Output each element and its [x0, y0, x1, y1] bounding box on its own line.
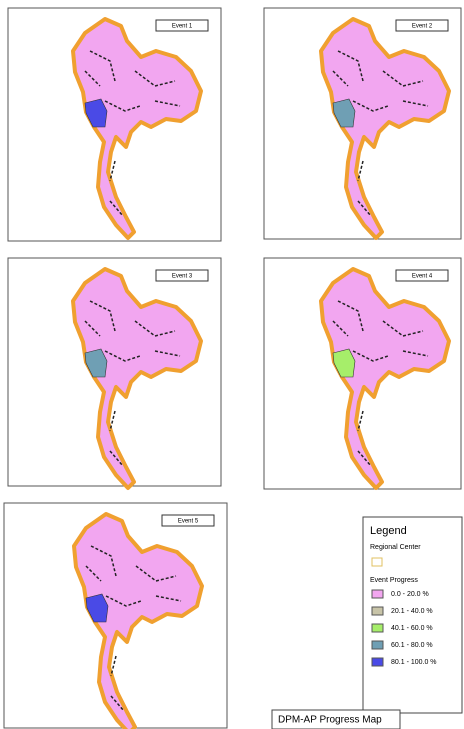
regional-center-title: Regional Center [370, 544, 421, 551]
event-label: Event 1 [172, 24, 193, 30]
legend-label: 80.1 - 100.0 % [391, 659, 437, 666]
legend-label: 40.1 - 60.0 % [391, 625, 433, 632]
legend-swatch [372, 624, 383, 632]
event-label: Event 4 [412, 274, 433, 280]
page: Event 1 Event 2 Event 3 Event 4 Event 5 Lege… [0, 0, 464, 729]
event-label: Event 2 [412, 24, 433, 30]
legend-label: 20.1 - 40.0 % [391, 608, 433, 615]
legend-swatch [372, 641, 383, 649]
legend-swatch [372, 607, 383, 615]
map-panel: Event 5 [4, 503, 227, 729]
map-panel: Event 3 [8, 258, 221, 488]
legend-swatch [372, 590, 383, 598]
footer: DPM-AP Progress Map [278, 715, 382, 726]
map-panel: Event 4 [264, 258, 461, 489]
regional-center-swatch [372, 558, 382, 566]
legend: Legend Regional Center Event Progress 0.… [363, 517, 462, 713]
map-panel: Event 2 [264, 8, 461, 239]
legend-label: 60.1 - 80.0 % [391, 642, 433, 649]
event-label: Event 5 [178, 519, 199, 525]
map-panel: Event 1 [8, 8, 221, 241]
event-label: Event 3 [172, 274, 193, 280]
legend-label: 0.0 - 20.0 % [391, 591, 429, 598]
legend-swatch [372, 658, 383, 666]
legend-title: Legend [370, 525, 407, 537]
progress-title: Event Progress [370, 577, 418, 584]
